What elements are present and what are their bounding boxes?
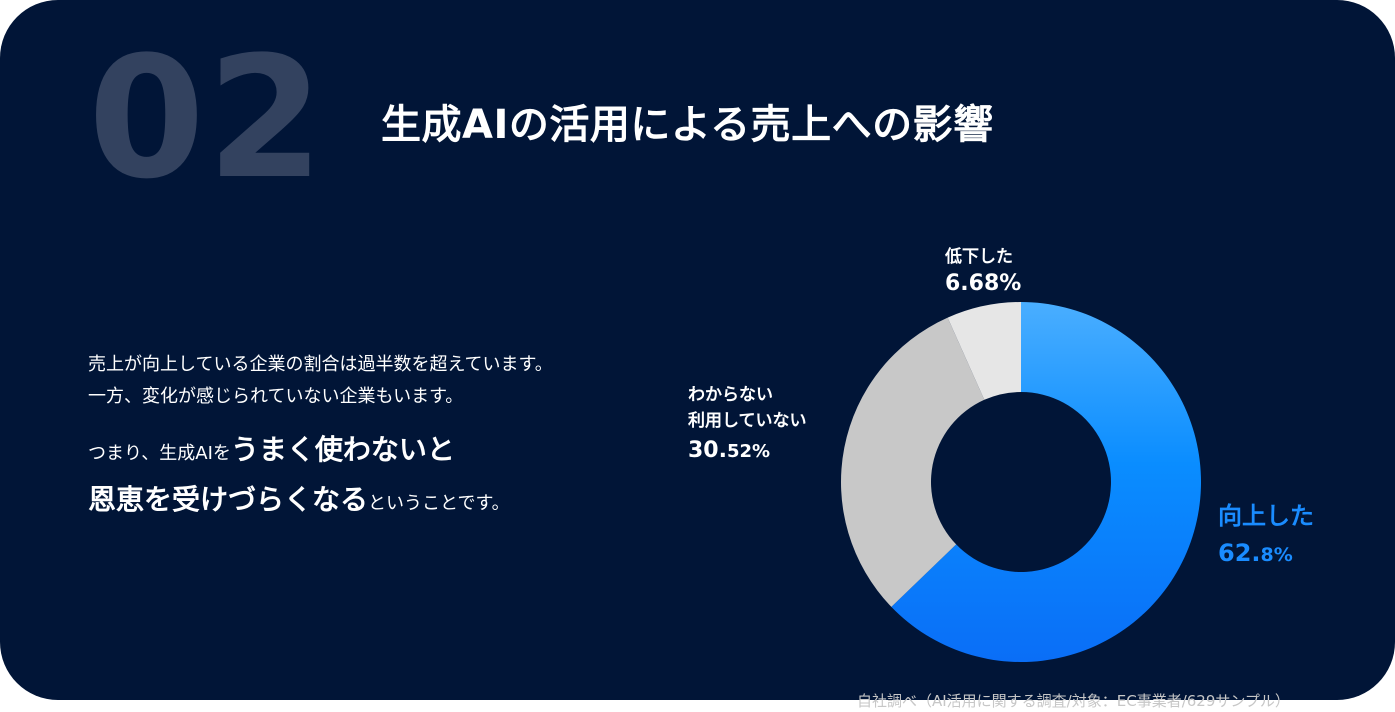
slice-name-unknown-line-2: 利用していない	[688, 411, 807, 431]
slice-value-improved: 62.8%	[1218, 539, 1293, 567]
donut-slice-decreased	[947, 302, 1021, 400]
description-line-4-suffix: ということです。	[368, 493, 510, 514]
description-line-3-emphasis: うまく使わないと	[230, 433, 455, 466]
description-line-1: 売上が向上している企業の割合は過半数を超えています。	[88, 354, 553, 375]
section-number: 02	[88, 20, 326, 216]
slice-name-improved: 向上した	[1218, 502, 1314, 530]
slice-value-unknown: 30.52%	[688, 438, 771, 463]
donut-slice-improved	[891, 302, 1202, 662]
description-line-2: 一方、変化が感じられていない企業もいます。	[88, 386, 464, 407]
slice-label-decreased: 低下した 6.68%	[945, 242, 1021, 296]
source-footnote: 自社調べ（AI活用に関する調査/対象：EC事業者/629サンプル）	[857, 692, 1290, 710]
description-line-4-emphasis: 恩恵を受けづらくなる	[88, 483, 369, 516]
description-line-3-prefix: つまり、生成AIを	[88, 443, 231, 464]
section-title: 生成AIの活用による売上への影響	[381, 102, 994, 148]
slice-name-unknown-line-1: わからない	[688, 385, 773, 405]
slice-label-improved: 向上した 62.8%	[1218, 496, 1314, 567]
slice-label-unknown: わからない 利用していない 30.52%	[688, 382, 807, 463]
description-line-4: 恩恵を受けづらくなるということです。	[88, 478, 510, 518]
donut-slice-unknown	[840, 317, 985, 607]
slice-value-decreased: 6.68%	[945, 271, 1022, 296]
slice-name-decreased: 低下した	[945, 247, 1013, 267]
description-line-3: つまり、生成AIをうまく使わないと	[88, 428, 455, 468]
